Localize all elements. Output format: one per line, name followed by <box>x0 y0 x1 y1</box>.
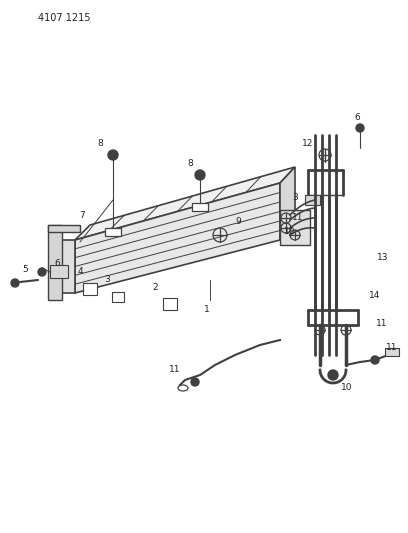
Circle shape <box>356 124 364 132</box>
Text: 4: 4 <box>77 268 83 277</box>
Text: 3: 3 <box>104 276 110 285</box>
Bar <box>163 298 177 310</box>
Text: 2: 2 <box>152 282 158 292</box>
Text: 11: 11 <box>376 319 388 327</box>
Text: 12: 12 <box>302 139 314 148</box>
Text: 7: 7 <box>79 211 85 220</box>
Text: 10: 10 <box>341 384 353 392</box>
Polygon shape <box>305 195 320 205</box>
Bar <box>192 203 208 211</box>
Text: 3: 3 <box>292 193 298 203</box>
Text: 14: 14 <box>369 290 381 300</box>
Circle shape <box>195 170 205 180</box>
Polygon shape <box>50 265 68 278</box>
Polygon shape <box>55 240 75 293</box>
Text: 10: 10 <box>284 228 296 237</box>
Text: 6: 6 <box>54 259 60 268</box>
Text: 13: 13 <box>377 254 389 262</box>
Circle shape <box>108 150 118 160</box>
Circle shape <box>328 370 338 380</box>
Bar <box>112 292 124 302</box>
Polygon shape <box>75 167 295 240</box>
Bar <box>385 348 399 356</box>
Text: 4107 1215: 4107 1215 <box>38 13 91 23</box>
Text: 11: 11 <box>386 343 398 352</box>
Text: 8: 8 <box>187 158 193 167</box>
Text: 9: 9 <box>235 217 241 227</box>
Text: 5: 5 <box>22 265 28 274</box>
Polygon shape <box>48 225 62 300</box>
Circle shape <box>191 378 199 386</box>
Circle shape <box>11 279 19 287</box>
Polygon shape <box>75 183 280 293</box>
Polygon shape <box>48 225 80 232</box>
Text: 8: 8 <box>97 139 103 148</box>
Text: 11: 11 <box>292 214 304 222</box>
Circle shape <box>38 268 46 276</box>
Text: 1: 1 <box>204 305 210 314</box>
Polygon shape <box>280 210 310 245</box>
Text: 11: 11 <box>169 366 181 375</box>
Bar <box>83 283 97 295</box>
Circle shape <box>371 356 379 364</box>
Text: 6: 6 <box>354 112 360 122</box>
Polygon shape <box>280 167 295 240</box>
Bar <box>105 228 121 236</box>
